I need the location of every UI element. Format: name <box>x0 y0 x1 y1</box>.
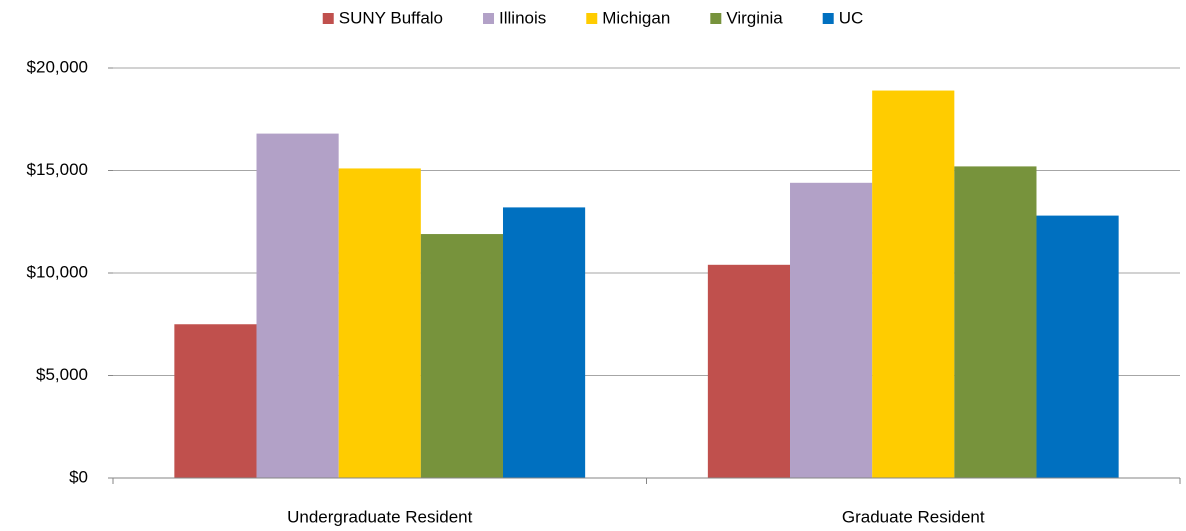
bar <box>707 264 791 478</box>
legend-label: Michigan <box>602 8 670 27</box>
legend-swatch <box>586 13 598 24</box>
bar <box>420 234 503 478</box>
legend-label: UC <box>839 8 864 27</box>
y-tick-label: $15,000 <box>27 160 88 179</box>
legend-label: Virginia <box>726 8 783 27</box>
legend-label: SUNY Buffalo <box>339 8 443 27</box>
y-tick-label: $0 <box>69 467 88 486</box>
y-tick-label: $10,000 <box>27 262 88 281</box>
bar <box>872 90 955 479</box>
bar <box>790 182 873 479</box>
legend-swatch <box>822 13 834 24</box>
bar <box>1036 215 1119 478</box>
legend-swatch <box>483 13 495 24</box>
legend-swatch <box>710 13 722 24</box>
x-tick-label: Undergraduate Resident <box>287 507 473 526</box>
legend-label: Illinois <box>499 8 546 27</box>
bar <box>338 168 421 478</box>
bar <box>174 324 257 478</box>
y-tick-label: $5,000 <box>36 365 88 384</box>
bar <box>954 166 1037 478</box>
y-tick-label: $20,000 <box>27 57 88 76</box>
bar <box>256 133 339 478</box>
bar <box>502 207 586 478</box>
legend-swatch <box>322 13 334 24</box>
x-tick-label: Graduate Resident <box>842 507 985 526</box>
